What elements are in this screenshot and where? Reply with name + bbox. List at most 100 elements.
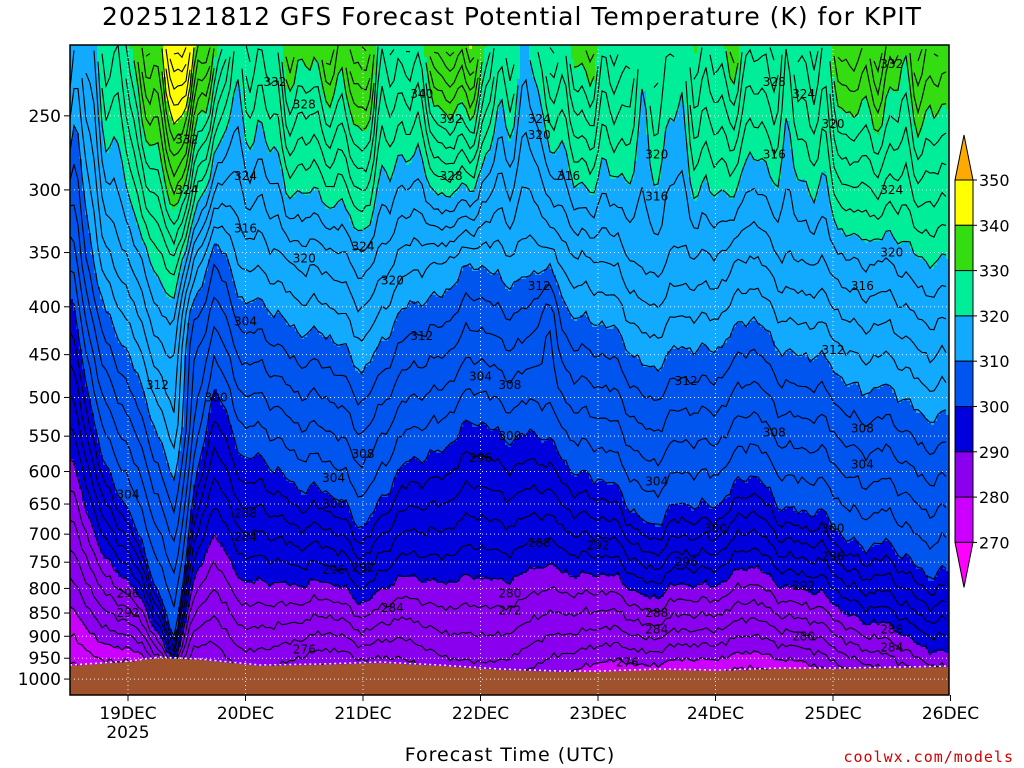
fill-cell bbox=[277, 153, 281, 314]
fill-cell bbox=[142, 45, 146, 130]
fill-cell bbox=[649, 45, 653, 170]
fill-cell bbox=[646, 45, 650, 136]
fill-cell bbox=[784, 123, 788, 354]
fill-cell bbox=[352, 227, 356, 366]
fill-cell bbox=[238, 299, 242, 456]
contour-292 bbox=[70, 426, 947, 657]
fill-cell bbox=[175, 123, 179, 208]
fill-cell bbox=[907, 45, 911, 72]
contour-label: 304 bbox=[234, 315, 257, 329]
y-tick-label: 250 bbox=[29, 107, 61, 127]
fill-cell bbox=[301, 45, 305, 62]
contour-284 bbox=[70, 549, 943, 695]
fill-cell bbox=[613, 483, 617, 576]
fill-cell bbox=[394, 477, 398, 582]
fill-cell bbox=[202, 283, 206, 448]
fill-cell bbox=[895, 45, 899, 94]
fill-cell bbox=[706, 585, 710, 660]
fill-cell bbox=[328, 209, 332, 338]
fill-cell bbox=[865, 97, 869, 244]
fill-cell bbox=[697, 45, 701, 196]
fill-cell bbox=[649, 597, 653, 666]
fill-cell bbox=[592, 327, 596, 484]
fill-cell bbox=[550, 153, 554, 270]
fill-cell bbox=[688, 351, 692, 508]
fill-cell bbox=[571, 475, 575, 578]
fill-cell bbox=[505, 289, 509, 446]
fill-cell bbox=[544, 269, 548, 442]
contour-label: 332 bbox=[263, 75, 286, 89]
fill-cell bbox=[352, 521, 356, 600]
fill-cell bbox=[127, 195, 131, 356]
fill-cell bbox=[865, 243, 869, 398]
contour-label: 292 bbox=[352, 561, 375, 575]
source-credit[interactable]: coolwx.com/models bbox=[843, 748, 1014, 766]
fill-cell bbox=[535, 435, 539, 570]
fill-cell bbox=[454, 285, 458, 442]
fill-cell bbox=[412, 457, 416, 578]
fill-cell bbox=[787, 121, 791, 352]
fill-cell bbox=[406, 463, 410, 578]
fill-cell bbox=[823, 45, 827, 172]
fill-cell bbox=[511, 443, 515, 582]
fill-cell bbox=[778, 511, 782, 590]
contour-label: 324 bbox=[792, 87, 815, 101]
fill-cell bbox=[886, 45, 890, 94]
fill-cell bbox=[400, 577, 404, 680]
fill-cell bbox=[328, 109, 332, 210]
fill-cell bbox=[199, 567, 203, 666]
fill-cell bbox=[688, 177, 692, 352]
fill-cell bbox=[625, 509, 629, 590]
fill-cell bbox=[187, 607, 191, 672]
contour-label: 308 bbox=[851, 422, 874, 436]
fill-cell bbox=[427, 83, 431, 186]
fill-cell bbox=[340, 345, 344, 502]
fill-cell bbox=[268, 587, 272, 690]
fill-cell bbox=[475, 427, 479, 580]
fill-cell bbox=[76, 615, 80, 695]
contour-330 bbox=[133, 50, 947, 207]
fill-cell bbox=[391, 177, 395, 332]
fill-cell bbox=[877, 389, 881, 546]
fill-cell bbox=[823, 593, 827, 670]
fill-cell bbox=[202, 561, 206, 668]
fill-cell bbox=[469, 49, 473, 122]
fill-cell bbox=[286, 325, 290, 482]
fill-cell bbox=[811, 45, 815, 202]
contour-332 bbox=[137, 45, 947, 196]
fill-cell bbox=[304, 587, 308, 674]
fill-cell bbox=[883, 623, 887, 695]
fill-cell bbox=[721, 583, 725, 660]
fill-cell bbox=[106, 45, 110, 154]
fill-cell bbox=[403, 309, 407, 466]
fill-cell bbox=[292, 585, 296, 678]
fill-cell bbox=[448, 289, 452, 446]
fill-cell bbox=[256, 455, 260, 582]
fill-cell bbox=[352, 45, 356, 126]
fill-cell bbox=[94, 273, 98, 430]
fill-cell bbox=[283, 583, 287, 684]
fill-cell bbox=[505, 129, 509, 290]
fill-cell bbox=[745, 159, 749, 328]
terrain bbox=[70, 656, 949, 695]
contour-label: 316 bbox=[763, 148, 786, 162]
fill-cell bbox=[334, 45, 338, 88]
fill-cell bbox=[274, 45, 278, 148]
fill-cell bbox=[337, 503, 341, 590]
fill-cell bbox=[505, 583, 509, 695]
fill-cell bbox=[709, 509, 713, 588]
fill-cell bbox=[316, 581, 320, 668]
fill-cell bbox=[352, 125, 356, 228]
fill-cell bbox=[163, 181, 167, 292]
fill-cell bbox=[148, 415, 152, 572]
fill-cell bbox=[610, 179, 614, 330]
contour-298 bbox=[70, 331, 947, 643]
fill-cell bbox=[547, 145, 551, 268]
fill-cell bbox=[883, 109, 887, 236]
contour-label: 288 bbox=[234, 506, 257, 520]
fill-cell bbox=[754, 477, 758, 568]
fill-cell bbox=[448, 45, 452, 120]
fill-cell bbox=[370, 361, 374, 518]
contour-336 bbox=[141, 47, 923, 157]
fill-cell bbox=[718, 45, 722, 192]
